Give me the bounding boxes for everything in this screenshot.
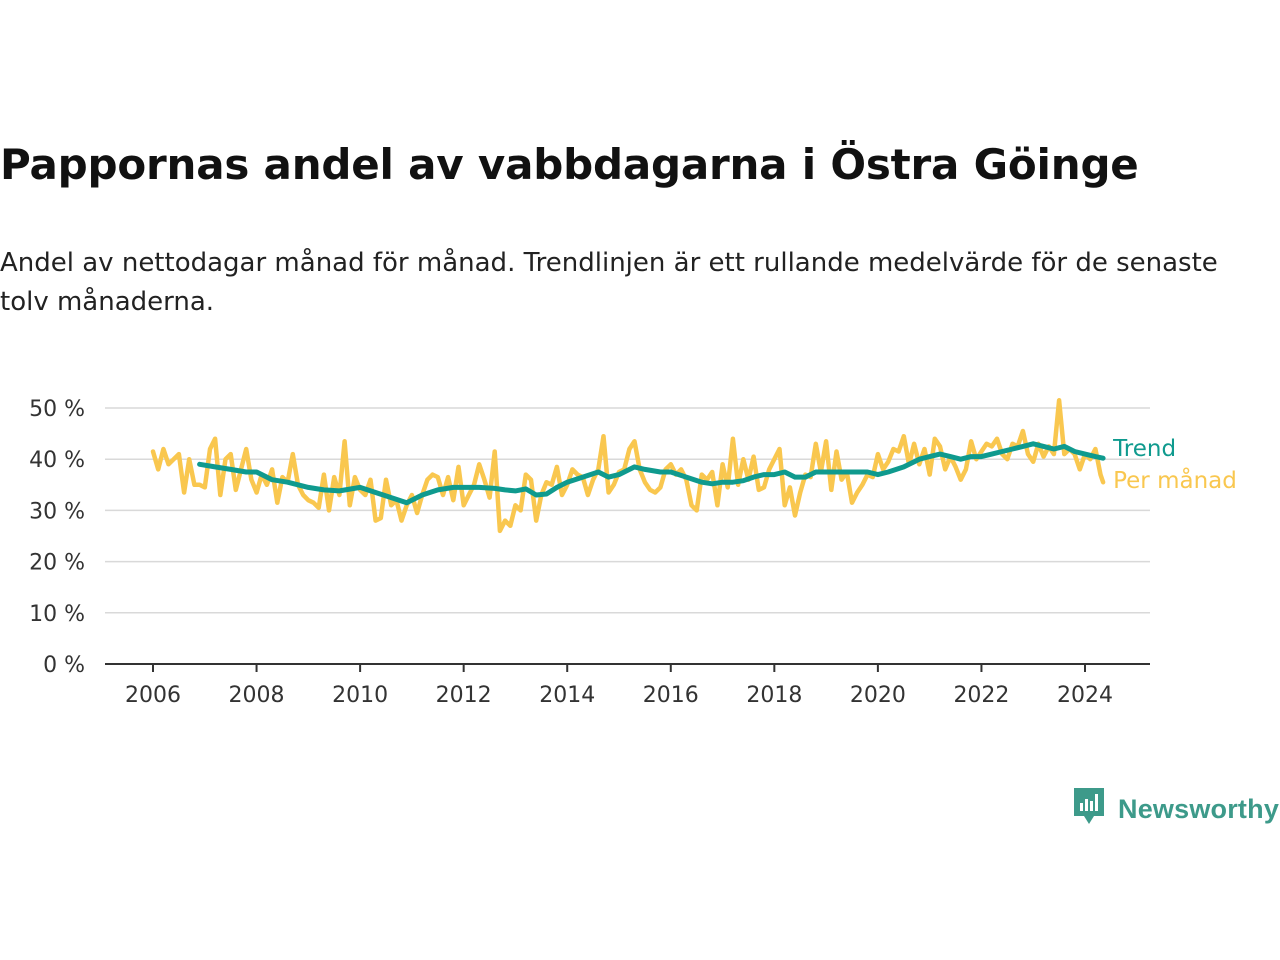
x-tick-label: 2006 [125, 683, 181, 708]
y-tick-label: 20 % [29, 551, 85, 576]
y-tick-label: 0 % [43, 653, 85, 678]
x-tick-label: 2022 [953, 683, 1009, 708]
x-tick-label: 2008 [229, 683, 285, 708]
x-tick-label: 2020 [850, 683, 906, 708]
newsworthy-logo[interactable]: Newsworthy [1072, 786, 1279, 832]
line-chart: 0 % 10 % 20 % 30 % 40 % 50 % 2006 2008 2010 2012… [29, 397, 1237, 708]
x-tick-label: 2010 [332, 683, 388, 708]
y-axis-ticks: 0 % 10 % 20 % 30 % 40 % 50 % [29, 397, 85, 678]
y-tick-label: 10 % [29, 602, 85, 627]
trend-line [197, 441, 1106, 506]
series-labels: Per månad Trend [1112, 436, 1237, 494]
x-tick-label: 2016 [643, 683, 699, 708]
newsworthy-logo-text: Newsworthy [1118, 793, 1280, 824]
grid-lines [105, 407, 1150, 614]
x-axis-ticks: 2006 2008 2010 2012 2014 2016 2018 2020 2022 2024 [125, 664, 1113, 708]
x-tick-label: 2014 [539, 683, 595, 708]
x-tick-label: 2024 [1057, 683, 1113, 708]
newsworthy-logo-icon [1072, 786, 1106, 832]
monthly-line [150, 398, 1106, 534]
y-tick-label: 30 % [29, 499, 85, 524]
x-tick-label: 2012 [436, 683, 492, 708]
y-tick-label: 40 % [29, 448, 85, 473]
monthly-label: Per månad [1113, 466, 1237, 494]
y-tick-label: 50 % [29, 397, 85, 422]
trend-label: Trend [1112, 436, 1176, 462]
chart-title: Pappornas andel av vabbdagarna i Östra G… [0, 140, 1139, 189]
x-tick-label: 2018 [746, 683, 802, 708]
chart-subtitle: Andel av nettodagar månad för månad. Tre… [0, 248, 1218, 317]
series-lines [150, 398, 1106, 534]
